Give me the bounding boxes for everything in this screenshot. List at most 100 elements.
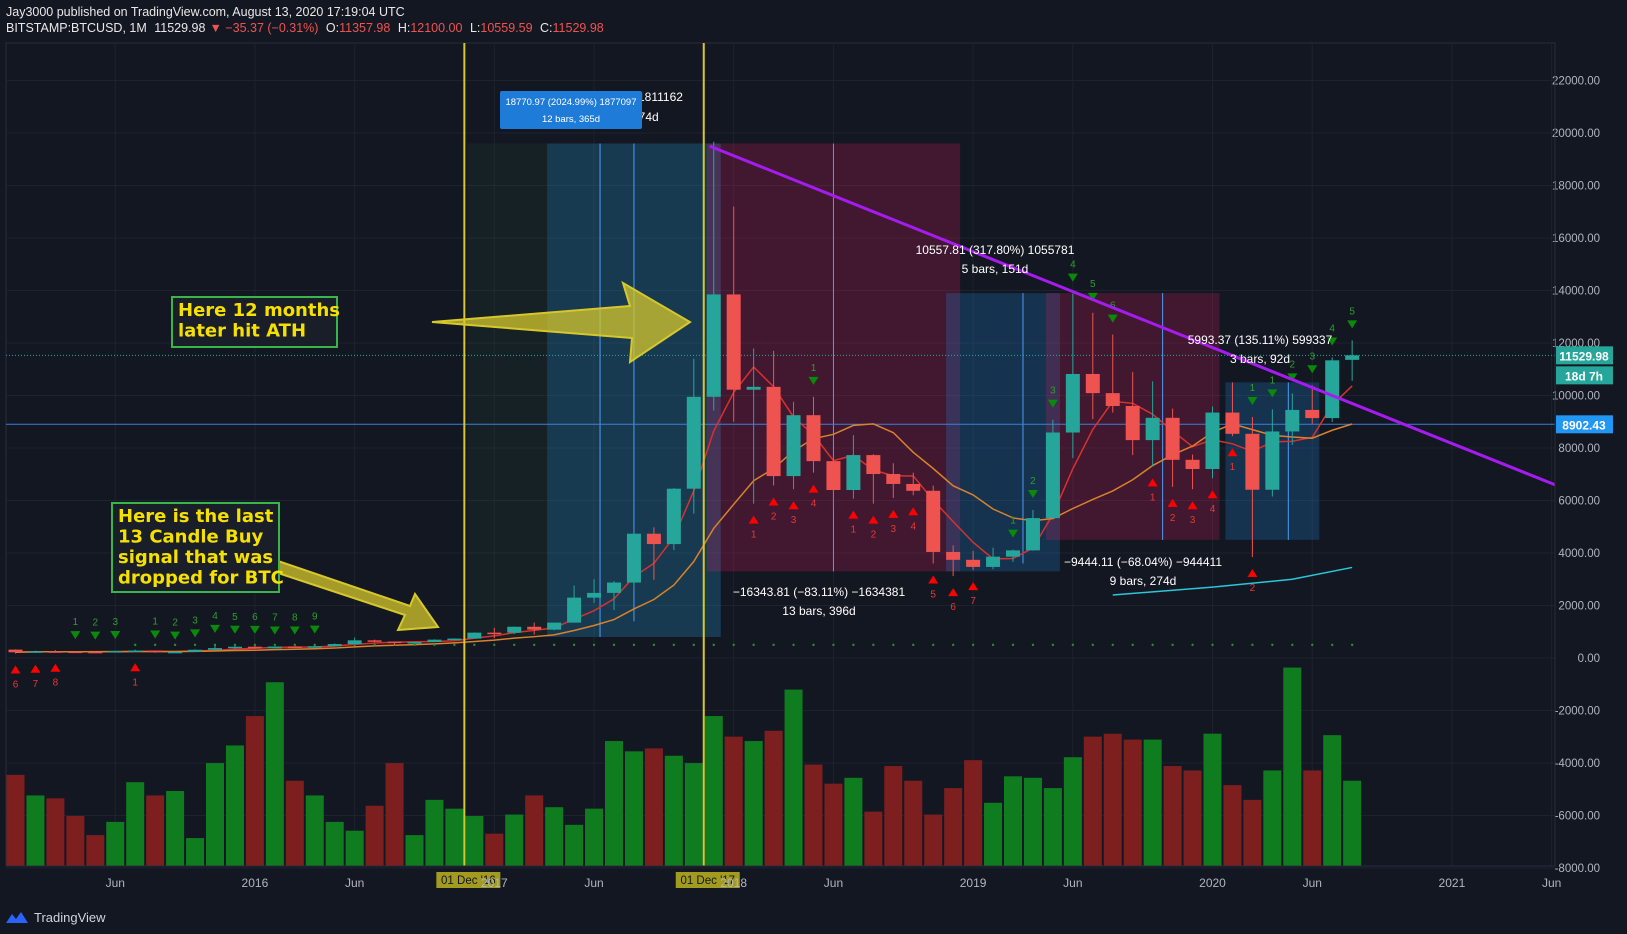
td-sell-marker (1287, 373, 1298, 382)
candle-body (487, 632, 502, 635)
marker-date-label: 01 Dec '17 (680, 875, 735, 887)
candle-body (1065, 373, 1080, 433)
candle-body (966, 559, 981, 567)
td-buy-marker (1187, 501, 1198, 510)
x-tick-label: Jun (1303, 876, 1322, 890)
candle-body (906, 483, 921, 491)
candle-body (1305, 409, 1320, 419)
candle-body (1085, 373, 1100, 394)
candle-body (986, 556, 1001, 567)
candle-body (666, 488, 681, 545)
measure-tooltip-box (500, 91, 642, 129)
chart-header: Jay3000 published on TradingView.com, Au… (6, 4, 608, 36)
candle-body (447, 638, 462, 641)
countdown-label: 18d 7h (1565, 369, 1603, 383)
countdown-box (1556, 366, 1613, 385)
x-tick-label: Jun (345, 876, 364, 890)
td-buy-marker (130, 663, 141, 672)
tradingview-footer[interactable]: TradingView (6, 906, 106, 928)
td-buy-marker (808, 484, 819, 493)
dotted-baseline (373, 643, 376, 647)
candle-body (587, 592, 602, 598)
td-sell-count: 2 (93, 618, 99, 629)
candle-body (1105, 393, 1120, 406)
ath-annotation-text: Here 12 months (178, 300, 340, 321)
dotted-baseline (153, 643, 157, 647)
x-tick-label: Jun (1063, 876, 1082, 890)
volume-bar (724, 736, 743, 866)
dotted-baseline (1231, 643, 1234, 647)
dotted-baseline (612, 643, 616, 647)
dotted-baseline (353, 643, 356, 647)
x-tick-label: 2017 (481, 876, 508, 890)
volume-bar (1143, 739, 1162, 866)
volume-bar (385, 763, 404, 866)
dotted-baseline (632, 643, 636, 647)
candle-body (168, 651, 183, 654)
volume-bar (285, 780, 304, 866)
td-buy-marker (748, 515, 759, 524)
td-sell-marker (269, 626, 280, 635)
ma-short-line (15, 365, 1353, 654)
measure-tooltip-line1: 18770.97 (2024.99%) 1877097 (505, 97, 636, 108)
volume-bar (146, 795, 165, 866)
dotted-baseline (193, 643, 197, 647)
volume-bar (764, 730, 783, 866)
volume-bar (804, 764, 823, 866)
volume-bar (26, 795, 45, 866)
td-sell-count: 9 (312, 612, 318, 623)
volume-bar (345, 830, 364, 866)
arrow-to-ath (431, 280, 692, 364)
volume-bar (1043, 788, 1062, 866)
candle-body (8, 649, 23, 653)
open-label: O: (325, 21, 340, 35)
dotted-baseline (1151, 643, 1154, 647)
volume-bar (425, 799, 444, 866)
td-buy-count: 4 (910, 521, 916, 532)
candle-body (387, 641, 402, 644)
volume-bar (744, 741, 763, 866)
td-buy-count: 3 (791, 515, 797, 526)
dotted-baseline (453, 643, 456, 647)
td-sell-count: 4 (1070, 260, 1076, 271)
buy-annotation-box (111, 502, 280, 593)
td-buy-marker (768, 497, 779, 506)
candle-body (866, 455, 881, 474)
publish-info: Jay3000 published on TradingView.com, Au… (6, 5, 405, 19)
high-value: 12100.00 (410, 21, 463, 35)
dotted-baseline (971, 643, 975, 647)
candle-body (1045, 432, 1060, 519)
candle-body (846, 455, 861, 490)
volume-bar (166, 791, 185, 866)
volume-bar (1283, 667, 1302, 866)
volume-bar (1023, 777, 1042, 866)
dotted-baseline (1131, 643, 1134, 647)
td-sell-count: 2 (172, 618, 178, 629)
volume-bar (1123, 739, 1142, 866)
td-sell-marker (1107, 314, 1118, 323)
volume-bar (305, 795, 324, 866)
dotted-baseline (692, 643, 695, 647)
current-price-box (1556, 346, 1613, 365)
td-sell-marker (229, 625, 240, 634)
td-sell-marker (170, 631, 181, 640)
dotted-baseline (134, 643, 137, 647)
td-sell-marker (110, 631, 121, 640)
candle-body (108, 651, 123, 653)
marker-date-label: 01 Dec '16 (441, 875, 496, 887)
td-buy-marker (948, 588, 959, 597)
candle-body (427, 639, 442, 643)
y-tick-label: 10000.00 (1552, 391, 1600, 403)
volume-bar (265, 682, 284, 866)
annotation-arrows (270, 280, 692, 632)
marker-date-box (436, 872, 501, 888)
td-sell-marker (1327, 337, 1338, 346)
zone-2017-base (467, 143, 721, 637)
dotted-baseline (273, 643, 277, 647)
y-tick-label: 6000.00 (1558, 496, 1600, 508)
hline-price-label: 8902.43 (1562, 418, 1606, 432)
volume-bar (565, 824, 584, 866)
volume-bar (704, 716, 723, 866)
